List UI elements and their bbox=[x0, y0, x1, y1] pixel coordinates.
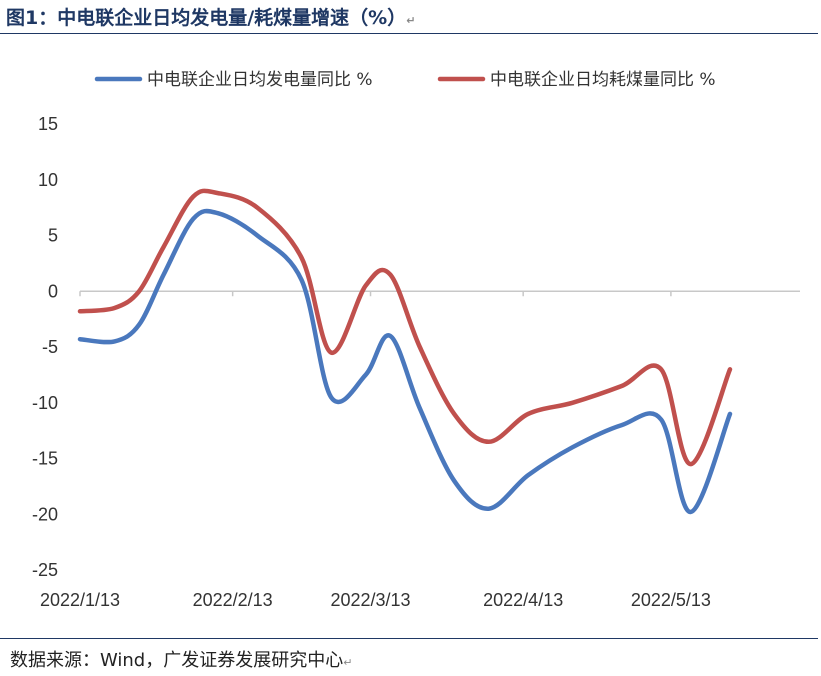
x-tick-label: 2022/5/13 bbox=[631, 590, 711, 610]
legend: 中电联企业日均发电量同比 % 中电联企业日均耗煤量同比 % bbox=[94, 70, 716, 90]
y-tick-label: 10 bbox=[38, 170, 58, 190]
title-rule bbox=[0, 33, 818, 34]
x-tick-label: 2022/4/13 bbox=[483, 590, 563, 610]
series-line-1 bbox=[77, 208, 733, 515]
series-line-2 bbox=[77, 188, 733, 467]
y-tick-label: -5 bbox=[42, 337, 58, 357]
y-axis: 15 10 5 0 -5 -10 -15 -20 -25 bbox=[32, 114, 58, 580]
figure-title: 图1：中电联企业日均发电量/耗煤量增速（%）↵ bbox=[6, 7, 416, 29]
source-rule bbox=[0, 638, 818, 639]
x-tick-label: 2022/3/13 bbox=[330, 590, 410, 610]
y-tick-label: -15 bbox=[32, 449, 58, 469]
return-mark-icon: ↵ bbox=[343, 656, 353, 669]
y-tick-label: 5 bbox=[48, 226, 58, 246]
x-axis: 2022/1/13 2022/2/13 2022/3/13 2022/4/13 2022… bbox=[40, 290, 800, 610]
series-lines bbox=[77, 188, 733, 515]
return-mark-icon: ↵ bbox=[406, 14, 416, 27]
y-tick-label: -20 bbox=[32, 504, 58, 524]
x-tick-label: 2022/2/13 bbox=[193, 590, 273, 610]
legend-label-2: 中电联企业日均耗煤量同比 % bbox=[490, 70, 716, 90]
source-note: 数据来源：Wind，广发证券发展研究中心↵ bbox=[10, 650, 353, 671]
y-tick-label: 15 bbox=[38, 114, 58, 134]
y-tick-label: -25 bbox=[32, 560, 58, 580]
x-tick-label: 2022/1/13 bbox=[40, 590, 120, 610]
y-tick-label: -10 bbox=[32, 393, 58, 413]
legend-label-1: 中电联企业日均发电量同比 % bbox=[147, 70, 373, 90]
y-tick-label: 0 bbox=[48, 281, 58, 301]
